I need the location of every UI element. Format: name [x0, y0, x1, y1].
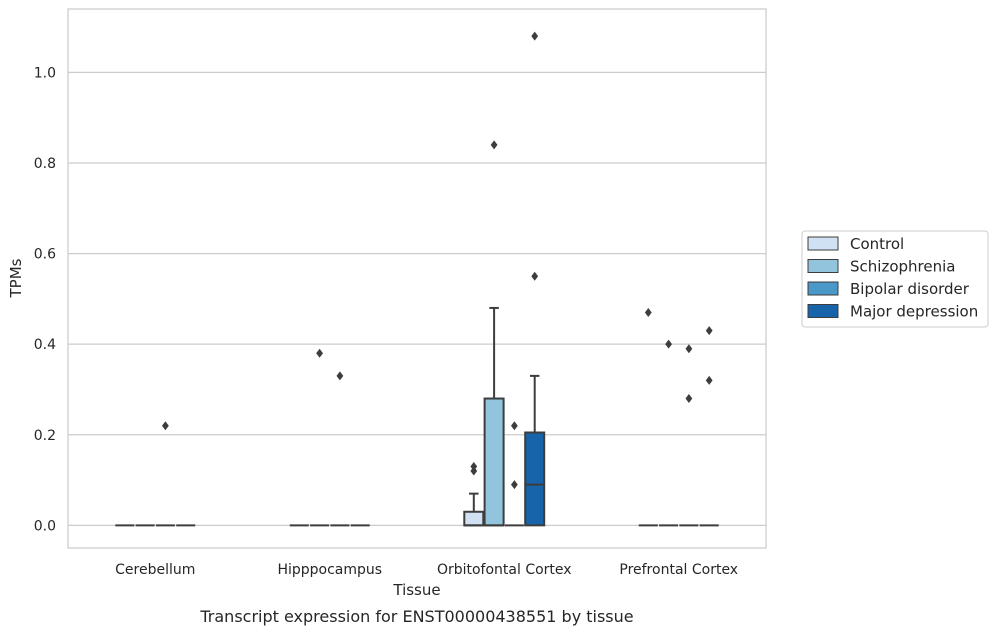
x-tick-label: Prefrontal Cortex [619, 562, 738, 578]
x-tick-labels: Cerebellum Hipppocampus Orbitofontal Corte… [115, 562, 738, 578]
legend-swatch [807, 259, 839, 273]
outlier-point [531, 271, 539, 281]
x-tick-label: Orbitofontal Cortex [437, 562, 572, 578]
outlier-point [336, 371, 344, 381]
outlier-point [470, 461, 478, 471]
legend-swatch [807, 304, 839, 318]
y-tick-label: 0.8 [34, 156, 56, 172]
legend: Control Schizophrenia Bipolar disorder Majo… [801, 230, 989, 328]
legend-swatch [807, 281, 839, 296]
y-tick-label: 0.6 [34, 247, 56, 263]
outlier-point [511, 480, 518, 490]
x-tick-label: Cerebellum [115, 562, 195, 578]
y-tick-label: 0.2 [34, 428, 56, 444]
legend-label: Major depression [850, 303, 978, 321]
outlier-point [316, 348, 323, 358]
gridlines [68, 71, 766, 526]
legend-label: Bipolar disorder [850, 280, 970, 298]
legend-label: Schizophrenia [850, 258, 955, 276]
box-body [483, 397, 505, 527]
box-control [463, 492, 485, 527]
outlier-point [531, 31, 539, 41]
outliers-layer [162, 31, 713, 490]
outlier-point [685, 394, 693, 404]
outlier-point [665, 339, 672, 349]
y-tick-label: 0.0 [34, 518, 56, 534]
box-major-depression [524, 374, 546, 527]
x-tick-label: Hipppocampus [277, 562, 382, 578]
plot-frame [67, 8, 767, 549]
box-body [463, 510, 485, 527]
legend-label: Control [850, 235, 904, 253]
y-axis-label: TPMs [7, 258, 25, 298]
outlier-point [490, 140, 498, 150]
x-axis-label: Tissue [392, 581, 440, 599]
legend-frame [801, 230, 989, 328]
outlier-point [644, 307, 652, 317]
boxes-layer [115, 306, 719, 527]
outlier-point [470, 466, 478, 476]
y-tick-label: 0.4 [34, 337, 56, 353]
y-tick-labels: 0.0 0.2 0.4 0.6 0.8 1.0 [34, 65, 56, 534]
y-tick-label: 1.0 [34, 65, 56, 81]
legend-swatch [807, 236, 839, 251]
outlier-point [705, 375, 713, 385]
outlier-point [685, 344, 693, 354]
box-schizophrenia [483, 306, 505, 527]
outlier-point [705, 326, 713, 336]
outlier-point [511, 421, 518, 431]
box-body [524, 431, 546, 527]
outlier-point [162, 421, 169, 431]
chart-caption: Transcript expression for ENST0000043855… [199, 607, 633, 626]
